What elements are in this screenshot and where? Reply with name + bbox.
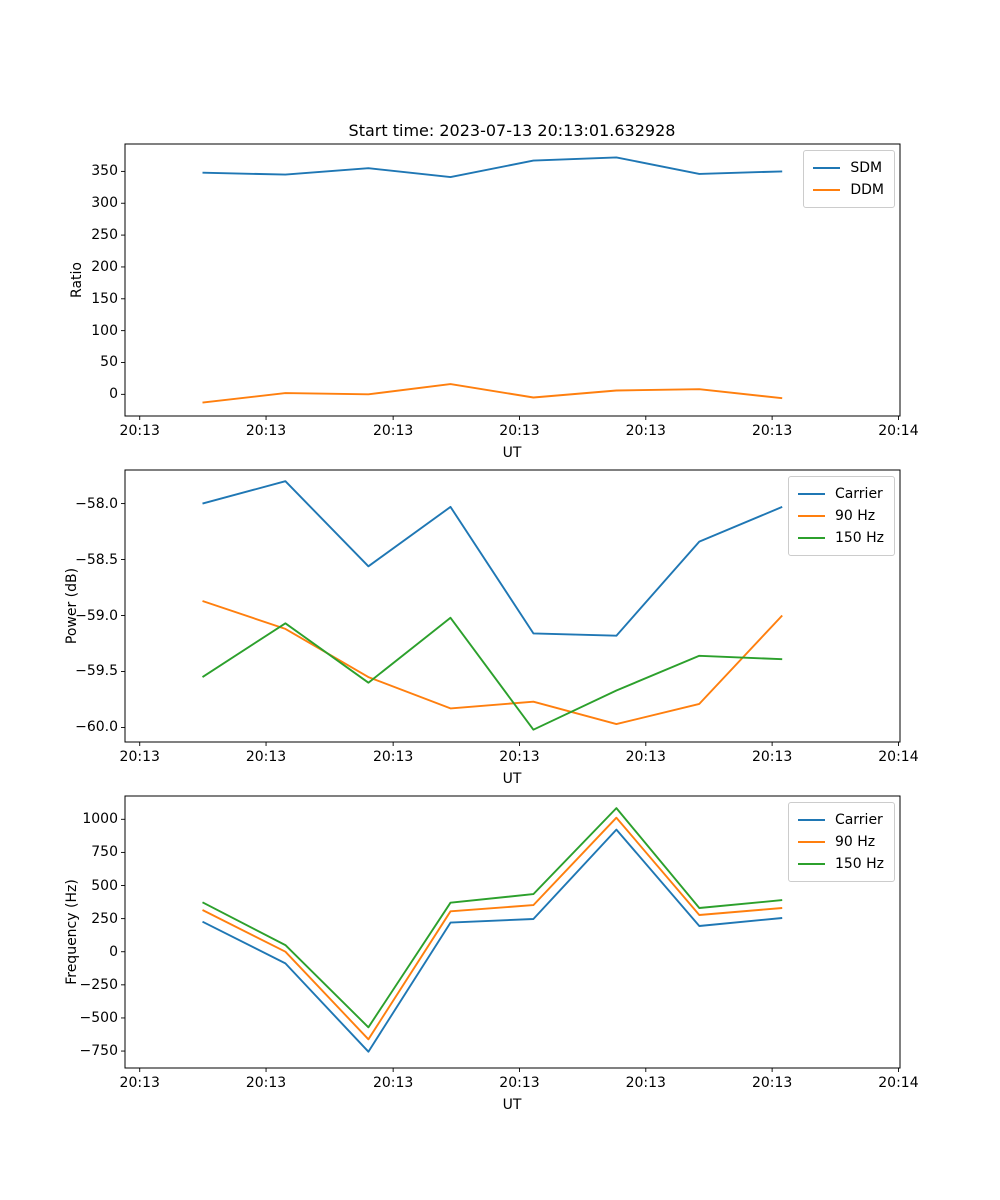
legend-label: Carrier: [834, 486, 883, 502]
series-line-90-hz: [202, 816, 783, 1041]
y-tick-label: 100: [91, 322, 118, 339]
series-line-150-hz: [201, 616, 783, 731]
axes-border: [124, 469, 901, 743]
legend-line-swatch: [797, 537, 825, 539]
y-tick-label: 150: [91, 290, 118, 307]
y-tick-label: 300: [91, 195, 118, 212]
legend-label: 90 Hz: [834, 834, 876, 850]
legend: Carrier 90 Hz 150 Hz: [787, 802, 895, 882]
legend-item-90-hz: 90 Hz: [797, 831, 884, 853]
y-tick-label: −58.0: [75, 495, 118, 512]
x-tick-label: 20:13: [245, 1075, 287, 1091]
x-tick-label: 20:13: [245, 749, 287, 765]
legend-item-sdm: SDM: [813, 157, 884, 179]
x-tick-label: 20:13: [751, 1075, 793, 1091]
y-tick-label: −59.5: [75, 663, 118, 680]
legend-line-swatch: [797, 819, 825, 821]
legend: SDM DDM: [803, 150, 895, 208]
legend-line-swatch: [813, 189, 841, 191]
y-tick-label: 1000: [82, 811, 118, 828]
x-tick-label: 20:13: [119, 1075, 160, 1091]
legend-line-swatch: [797, 863, 825, 865]
legend-item-ddm: DDM: [813, 179, 884, 201]
x-axis-label-ut-middle: UT: [502, 771, 522, 787]
legend: Carrier 90 Hz 150 Hz: [787, 476, 895, 556]
legend-item-150-hz: 150 Hz: [797, 853, 884, 875]
series-line-150-hz: [202, 807, 783, 1029]
series-line-carrier: [202, 480, 783, 637]
y-tick-label: 50: [100, 354, 118, 371]
legend-item-150-hz: 150 Hz: [797, 527, 884, 549]
y-tick-label: −500: [79, 1009, 118, 1026]
y-axis-label-ratio: Ratio: [69, 262, 85, 298]
legend-item-carrier: Carrier: [797, 809, 884, 831]
y-tick-label: 0: [109, 386, 118, 403]
x-tick-label: 20:13: [751, 749, 793, 765]
x-tick-label: 20:13: [625, 423, 666, 439]
legend-label: 90 Hz: [834, 508, 876, 524]
legend-label: Carrier: [834, 812, 883, 828]
series-line-sdm: [202, 156, 783, 179]
y-tick-label: 750: [91, 844, 118, 861]
x-tick-label: 20:13: [372, 423, 414, 439]
x-tick-label: 20:13: [625, 749, 666, 765]
x-tick-label: 20:13: [245, 423, 287, 439]
y-tick-label: 350: [91, 163, 118, 180]
figure-title: Start time: 2023-07-13 20:13:01.632928: [348, 121, 676, 140]
legend-label: 150 Hz: [834, 530, 884, 546]
x-tick-label: 20:14: [878, 749, 919, 765]
x-tick-label: 20:13: [499, 749, 540, 765]
x-tick-label: 20:13: [119, 749, 160, 765]
legend-item-carrier: Carrier: [797, 483, 884, 505]
axes-border: [124, 143, 901, 417]
y-tick-label: 250: [91, 910, 118, 927]
y-tick-label: 250: [91, 227, 118, 244]
y-tick-label: −750: [79, 1043, 118, 1060]
series-line-ddm: [202, 383, 783, 404]
y-tick-label: 200: [91, 258, 118, 275]
x-axis-label-ut-bottom: UT: [502, 1097, 522, 1113]
x-axis-label-ut-top: UT: [502, 445, 522, 461]
y-tick-label: 0: [109, 943, 118, 960]
x-tick-label: 20:13: [499, 423, 540, 439]
y-tick-label: −60.0: [75, 719, 118, 736]
legend-line-swatch: [797, 515, 825, 517]
y-tick-label: −58.5: [75, 551, 118, 568]
y-tick-label: 500: [91, 877, 118, 894]
x-tick-label: 20:13: [625, 1075, 666, 1091]
legend-line-swatch: [797, 841, 825, 843]
legend-item-90-hz: 90 Hz: [797, 505, 884, 527]
legend-label: 150 Hz: [834, 856, 884, 872]
y-tick-label: −250: [79, 976, 118, 993]
legend-line-swatch: [797, 493, 825, 495]
x-tick-label: 20:13: [499, 1075, 540, 1091]
x-tick-label: 20:14: [878, 1075, 919, 1091]
y-axis-label-frequency: Frequency (Hz): [64, 879, 80, 985]
x-tick-label: 20:13: [372, 1075, 414, 1091]
y-tick-label: −59.0: [75, 607, 118, 624]
x-tick-label: 20:14: [878, 423, 919, 439]
x-tick-label: 20:13: [372, 749, 414, 765]
legend-label: DDM: [850, 182, 884, 198]
legend-label: SDM: [850, 160, 883, 176]
series-line-90-hz: [202, 600, 783, 726]
axes-border: [124, 795, 901, 1069]
x-tick-label: 20:13: [751, 423, 793, 439]
series-line-carrier: [202, 828, 783, 1053]
legend-line-swatch: [813, 167, 841, 169]
x-tick-label: 20:13: [119, 423, 160, 439]
